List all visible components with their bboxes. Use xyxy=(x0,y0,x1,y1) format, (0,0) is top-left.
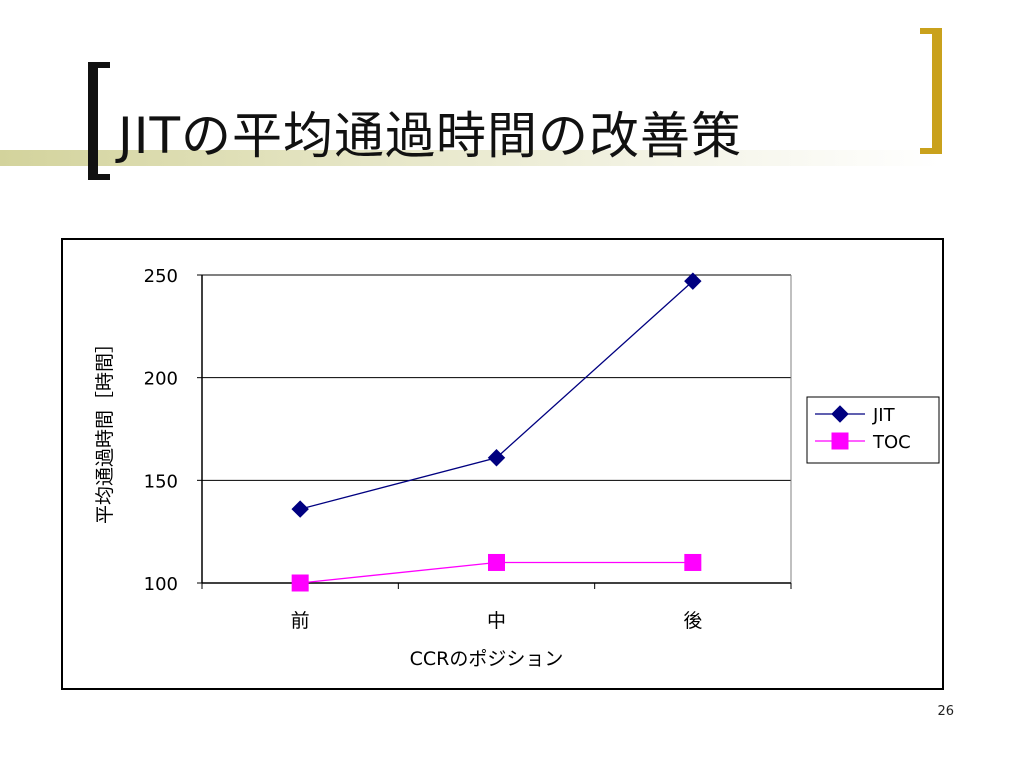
legend-label-jit: JIT xyxy=(872,405,896,426)
x-tick-label: 中 xyxy=(487,610,506,632)
x-tick-label: 前 xyxy=(291,610,310,632)
y-tick-label: 150 xyxy=(144,471,178,492)
series-line-jit xyxy=(300,280,694,510)
data-point-jit xyxy=(684,272,702,290)
title-bracket-left xyxy=(88,62,110,180)
y-tick-label: 200 xyxy=(144,369,178,390)
data-point-toc xyxy=(291,574,309,592)
x-tick-label: 後 xyxy=(683,610,702,632)
chart-frame: 100 150 200 250 前 中 後 CCRのポジション 平均通過時間［時間］ JIT TOC xyxy=(61,238,944,690)
y-tick-label: 100 xyxy=(144,574,178,595)
data-point-jit xyxy=(487,449,506,467)
y-axis-title: 平均通過時間［時間］ xyxy=(94,334,116,524)
x-axis-title: CCRのポジション xyxy=(410,648,564,670)
legend-marker-toc xyxy=(831,432,849,450)
slide-title: JITの平均通過時間の改善策 xyxy=(118,107,743,165)
y-tick-label: 250 xyxy=(144,266,178,287)
legend-marker-jit xyxy=(831,405,849,423)
line-chart: 100 150 200 250 前 中 後 CCRのポジション 平均通過時間［時間］ JIT TOC xyxy=(94,266,940,670)
page-number: 26 xyxy=(937,704,954,719)
legend-box xyxy=(806,396,940,464)
title-accent-bar xyxy=(0,150,940,166)
data-point-toc xyxy=(488,553,505,571)
legend-label-toc: TOC xyxy=(872,432,911,453)
data-point-toc xyxy=(684,553,702,571)
data-point-jit xyxy=(291,500,309,518)
title-bracket-right xyxy=(920,28,942,154)
